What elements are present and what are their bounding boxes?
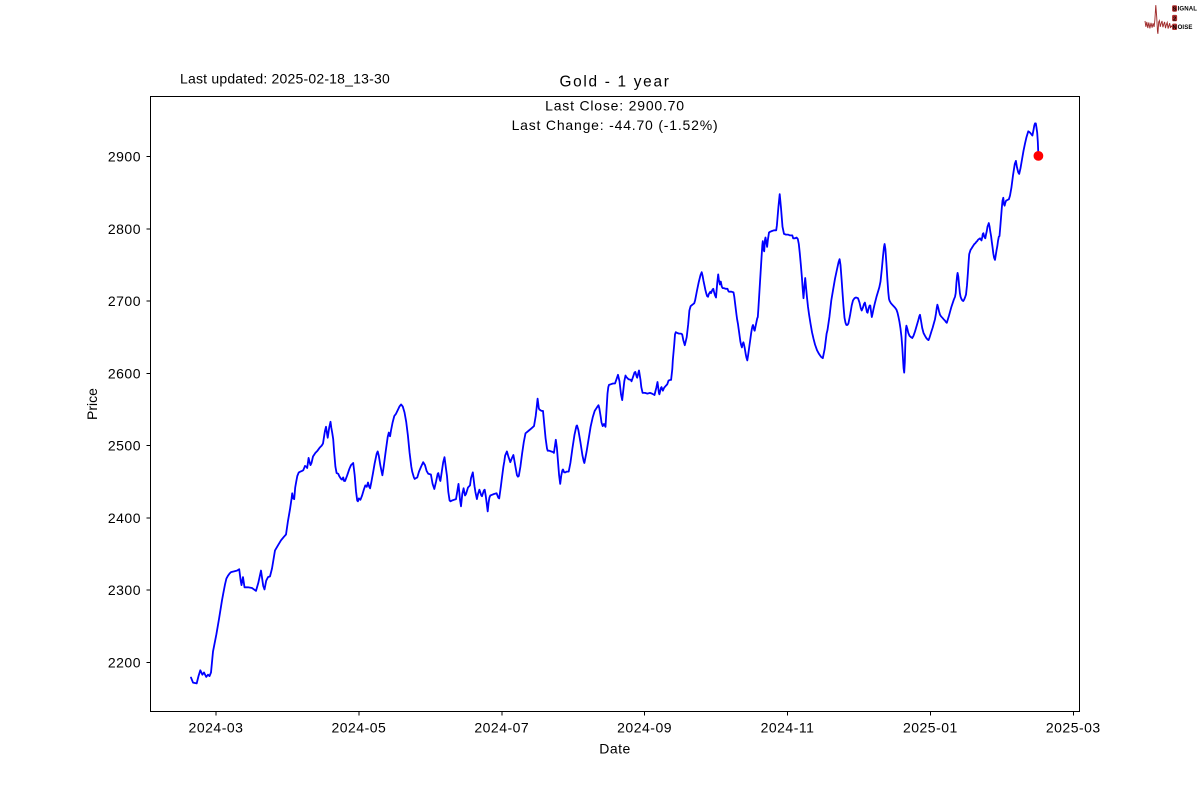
svg-text:2900: 2900 [108,149,141,165]
svg-text:Price: Price [84,388,100,420]
svg-text:S: S [1173,7,1177,13]
svg-text:OISE: OISE [1178,24,1193,31]
svg-text:2200: 2200 [108,654,141,670]
svg-text:2024-05: 2024-05 [331,720,386,736]
svg-text:Last updated: 2025-02-18_13-30: Last updated: 2025-02-18_13-30 [180,71,390,87]
svg-text:Last Change: -44.70 (-1.52%): Last Change: -44.70 (-1.52%) [512,117,719,133]
svg-text:2: 2 [1173,16,1176,22]
svg-text:2500: 2500 [108,438,141,454]
svg-text:Gold - 1 year: Gold - 1 year [559,74,670,91]
svg-text:2600: 2600 [108,365,141,381]
svg-text:2025-01: 2025-01 [903,720,958,736]
svg-text:2700: 2700 [108,293,141,309]
svg-text:2024-07: 2024-07 [474,720,529,736]
svg-text:2024-11: 2024-11 [761,720,815,736]
svg-text:2300: 2300 [108,582,141,598]
svg-text:N: N [1173,25,1177,31]
svg-text:2400: 2400 [108,510,141,526]
svg-text:2025-03: 2025-03 [1046,720,1101,736]
svg-text:2024-03: 2024-03 [189,720,244,736]
svg-text:2024-09: 2024-09 [617,720,672,736]
svg-text:Date: Date [599,741,631,757]
svg-text:2800: 2800 [108,221,141,237]
svg-text:Last Close: 2900.70: Last Close: 2900.70 [545,98,685,114]
svg-text:IGNAL: IGNAL [1178,6,1198,13]
